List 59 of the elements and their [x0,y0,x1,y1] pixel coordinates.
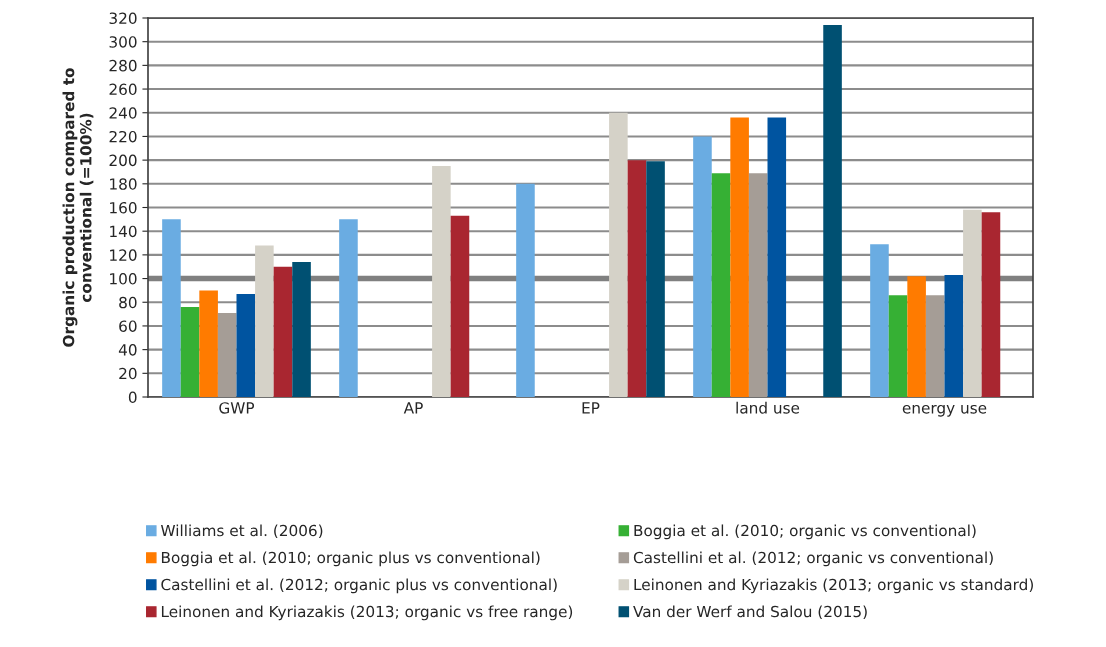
bar [609,112,628,397]
y-tick-label: 20 [119,367,137,380]
y-tick-label: 300 [109,36,137,48]
y-tick-label: 0 [128,391,137,404]
bar [767,117,787,397]
legend-label: Leinonen and Kyriazakis (2013; organic vs free range) [161,605,573,621]
y-tick-label: 200 [109,154,137,167]
y-tick-label: 180 [110,178,137,190]
y-tick-label: 80 [119,296,137,309]
bar [180,306,200,397]
bar [711,173,731,397]
bar [516,183,535,397]
bar [963,209,982,397]
x-tick-label: AP [403,402,423,414]
x-tick-label: energy use [902,404,987,417]
bar [870,244,889,397]
x-tick-label: EP [582,402,600,414]
y-tick-label: 100 [110,273,137,285]
bar [981,212,1001,397]
bar [693,136,712,397]
bar [944,275,964,397]
x-tick-label: land use [736,401,800,414]
y-tick-label: 220 [109,130,137,143]
y-axis-title: Organic production compared to conventional (=100%) [62,68,94,347]
legend-label: Williams et al. (2006) [160,524,323,539]
y-tick-label: 120 [110,249,137,261]
y-tick-label: 320 [109,12,137,25]
bar [292,261,311,397]
y-tick-label: 160 [110,201,137,214]
bar [823,25,842,397]
bar [748,173,768,397]
bar [432,166,451,397]
legend-label: Boggia et al. (2010; organic plus vs conventional) [161,551,540,567]
bar [255,245,274,397]
legend-label: Castellini et al. (2012; organic plus vs conventional) [161,578,557,594]
legend-label: Boggia et al. (2010; organic vs conventional) [634,524,976,540]
y-tick-label: 40 [118,344,137,356]
y-tick-label: 240 [109,107,137,119]
y-tick-label: 260 [109,83,137,96]
y-tick-label: 280 [109,59,137,72]
bar [162,219,181,397]
bar [273,266,293,397]
legend-label: Van der Werf and Salou (2015) [633,605,867,620]
legend-label: Leinonen and Kyriazakis (2013; organic vs standard) [634,578,1033,594]
bar [236,293,256,397]
bar [646,161,665,397]
x-tick-label: GWP [219,402,255,414]
y-tick-label: 60 [119,320,137,332]
bar [907,276,926,397]
bar [217,312,237,397]
y-tick-label: 140 [110,225,137,238]
bar [730,117,749,397]
bar [339,219,358,397]
bar [199,290,218,397]
bar [627,160,647,397]
bar [888,295,908,397]
legend-label: Castellini et al. (2012; organic vs conventional) [633,551,993,567]
bar [450,215,470,397]
bar [925,295,945,397]
